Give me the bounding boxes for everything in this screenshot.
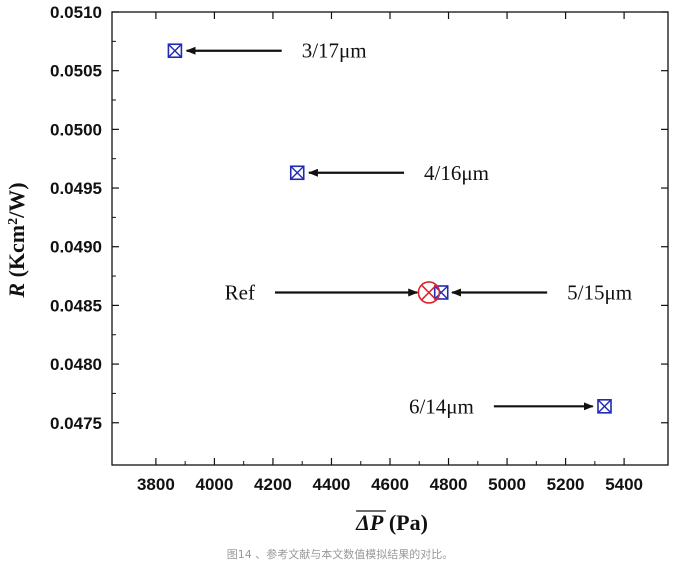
data-point-boxed-x bbox=[167, 43, 183, 59]
marker-box bbox=[289, 165, 305, 181]
x-tick-label: 4000 bbox=[196, 475, 234, 494]
marker-box bbox=[433, 285, 449, 300]
y-tick-label: 0.0495 bbox=[50, 179, 102, 198]
x-tick-label: 5400 bbox=[605, 475, 643, 494]
marker-cross bbox=[420, 284, 437, 301]
y-tick-label: 0.0485 bbox=[50, 296, 102, 315]
y-axis-unit-b: /W) bbox=[4, 182, 29, 218]
marker-cross bbox=[434, 285, 449, 300]
annotation-label: 5/15μm bbox=[567, 280, 632, 304]
marker-cross bbox=[597, 399, 612, 414]
x-tick-label: 3800 bbox=[137, 475, 175, 494]
x-tick-label: 5000 bbox=[488, 475, 526, 494]
marker-cross bbox=[290, 165, 305, 180]
y-tick-label: 0.0480 bbox=[50, 355, 102, 374]
x-tick-label: 4400 bbox=[313, 475, 351, 494]
y-tick-label: 0.0490 bbox=[50, 238, 102, 257]
annotation-label: Ref bbox=[225, 280, 255, 304]
annotation-label: 6/14μm bbox=[409, 394, 474, 418]
annotation-label: 3/17μm bbox=[302, 39, 367, 63]
y-tick-label: 0.0505 bbox=[50, 62, 102, 81]
y-tick-label: 0.0500 bbox=[50, 120, 102, 139]
figure-caption: 图14 、参考文献与本文数值模拟结果的对比。 bbox=[226, 548, 454, 561]
x-axis-symbol: ΔP bbox=[355, 510, 384, 535]
x-tick-label: 4200 bbox=[254, 475, 292, 494]
data-point-boxed-x bbox=[433, 285, 449, 300]
y-tick-label: 0.0475 bbox=[50, 414, 102, 433]
x-tick-label: 4800 bbox=[430, 475, 468, 494]
marker-box bbox=[597, 399, 612, 414]
x-tick-label: 5200 bbox=[547, 475, 585, 494]
marker-circle bbox=[417, 281, 441, 304]
y-axis-title: R (Kcm2/W) bbox=[4, 182, 29, 298]
marker-box bbox=[167, 43, 183, 59]
y-axis-unit-sup: 2 bbox=[6, 218, 21, 225]
x-axis-unit: (Pa) bbox=[383, 510, 428, 535]
y-axis-symbol: R bbox=[4, 283, 29, 299]
plot-frame bbox=[111, 11, 669, 466]
x-tick-label: 4600 bbox=[371, 475, 409, 494]
marker-cross bbox=[167, 43, 182, 58]
data-point-circled-x bbox=[417, 281, 441, 304]
annotation-label: 4/16μm bbox=[424, 161, 489, 185]
chart-svg: 3800 4000 4200 4400 4600 4800 5000 5200 5400 0.04… bbox=[4, 3, 669, 535]
data-point-boxed-x bbox=[289, 165, 305, 181]
x-axis-title: ΔP (Pa) bbox=[355, 510, 428, 535]
data-point-boxed-x bbox=[597, 399, 612, 414]
y-tick-label: 0.0510 bbox=[50, 3, 102, 22]
y-axis-unit-a: (Kcm bbox=[4, 225, 29, 283]
